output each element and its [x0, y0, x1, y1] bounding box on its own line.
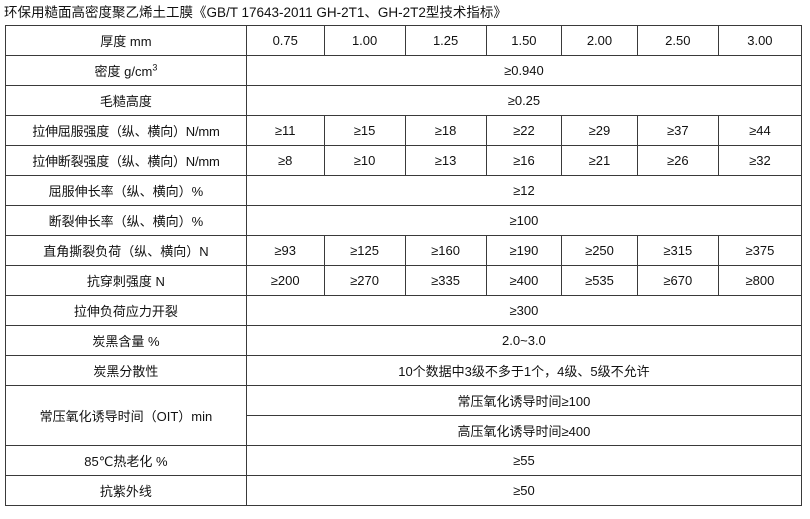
- tensile-break-value-6: ≥32: [717, 145, 803, 176]
- table-row-break-elongation: 断裂伸长率（纵、横向）% ≥100: [5, 205, 803, 236]
- row-label-tensile-break-strength: 拉伸断裂强度（纵、横向）N/mm: [5, 145, 247, 176]
- table-row-roughness: 毛糙高度 ≥0.25: [5, 85, 803, 116]
- tensile-break-value-3: ≥16: [485, 145, 563, 176]
- row-value-roughness: ≥0.25: [245, 85, 803, 116]
- table-row-tensile-yield-strength: 拉伸屈服强度（纵、横向）N/mm ≥11 ≥15 ≥18 ≥22 ≥29 ≥37…: [5, 115, 803, 146]
- puncture-value-5: ≥670: [636, 265, 719, 296]
- row-label-density: 密度 g/cm3: [5, 55, 247, 86]
- table-row-oit-normal-pressure: 常压氧化诱导时间（OIT）min 常压氧化诱导时间≥100: [5, 385, 803, 446]
- row-value-oit-high-pressure: 高压氧化诱导时间≥400: [245, 415, 803, 446]
- table-row-tensile-break-strength: 拉伸断裂强度（纵、横向）N/mm ≥8 ≥10 ≥13 ≥16 ≥21 ≥26 …: [5, 145, 803, 176]
- table-row-heat-aging: 85℃热老化 % ≥55: [5, 445, 803, 476]
- tensile-break-value-4: ≥21: [561, 145, 638, 176]
- thickness-value-5: 2.50: [636, 25, 719, 56]
- row-label-density-text: 密度 g/cm: [94, 64, 153, 79]
- row-label-heat-aging: 85℃热老化 %: [5, 445, 247, 476]
- row-label-break-elongation: 断裂伸长率（纵、横向）%: [5, 205, 247, 236]
- row-label-thickness: 厚度 mm: [5, 25, 247, 56]
- tear-load-value-1: ≥125: [323, 235, 406, 266]
- tensile-break-value-0: ≥8: [245, 145, 325, 176]
- tear-load-value-4: ≥250: [561, 235, 638, 266]
- tear-load-value-6: ≥375: [717, 235, 803, 266]
- puncture-value-2: ≥335: [404, 265, 487, 296]
- row-value-density: ≥0.940: [245, 55, 803, 86]
- row-value-oit-normal-pressure: 常压氧化诱导时间≥100: [245, 385, 803, 416]
- tensile-yield-value-2: ≥18: [404, 115, 487, 146]
- tensile-break-value-2: ≥13: [404, 145, 487, 176]
- table-row-thickness: 厚度 mm 0.75 1.00 1.25 1.50 2.00 2.50 3.00: [5, 25, 803, 56]
- thickness-value-0: 0.75: [245, 25, 325, 56]
- tensile-yield-value-3: ≥22: [485, 115, 563, 146]
- tear-load-value-0: ≥93: [245, 235, 325, 266]
- row-value-yield-elongation: ≥12: [245, 175, 803, 206]
- tear-load-value-2: ≥160: [404, 235, 487, 266]
- table-row-carbon-black-content: 炭黑含量 % 2.0~3.0: [5, 325, 803, 356]
- puncture-value-0: ≥200: [245, 265, 325, 296]
- tensile-yield-value-0: ≥11: [245, 115, 325, 146]
- thickness-value-2: 1.25: [404, 25, 487, 56]
- row-label-stress-crack: 拉伸负荷应力开裂: [5, 295, 247, 326]
- tensile-yield-value-6: ≥44: [717, 115, 803, 146]
- row-label-oit: 常压氧化诱导时间（OIT）min: [5, 385, 247, 446]
- row-label-roughness: 毛糙高度: [5, 85, 247, 116]
- puncture-value-4: ≥535: [561, 265, 638, 296]
- tensile-yield-value-5: ≥37: [636, 115, 719, 146]
- thickness-value-1: 1.00: [323, 25, 406, 56]
- spec-table: 厚度 mm 0.75 1.00 1.25 1.50 2.00 2.50 3.00…: [5, 25, 803, 506]
- row-label-density-superscript: 3: [152, 62, 158, 73]
- row-label-carbon-black-dispersion: 炭黑分散性: [5, 355, 247, 386]
- table-row-tear-load: 直角撕裂负荷（纵、横向）N ≥93 ≥125 ≥160 ≥190 ≥250 ≥3…: [5, 235, 803, 266]
- tensile-yield-value-1: ≥15: [323, 115, 406, 146]
- tear-load-value-3: ≥190: [485, 235, 563, 266]
- tensile-yield-value-4: ≥29: [561, 115, 638, 146]
- table-row-puncture-strength: 抗穿刺强度 N ≥200 ≥270 ≥335 ≥400 ≥535 ≥670 ≥8…: [5, 265, 803, 296]
- thickness-value-6: 3.00: [717, 25, 803, 56]
- row-value-break-elongation: ≥100: [245, 205, 803, 236]
- row-value-carbon-black-content: 2.0~3.0: [245, 325, 803, 356]
- thickness-value-3: 1.50: [485, 25, 563, 56]
- row-value-carbon-black-dispersion: 10个数据中3级不多于1个，4级、5级不允许: [245, 355, 803, 386]
- row-label-yield-elongation: 屈服伸长率（纵、横向）%: [5, 175, 247, 206]
- row-value-uv-resistance: ≥50: [245, 475, 803, 506]
- row-label-puncture-strength: 抗穿刺强度 N: [5, 265, 247, 296]
- table-row-stress-crack: 拉伸负荷应力开裂 ≥300: [5, 295, 803, 326]
- puncture-value-1: ≥270: [323, 265, 406, 296]
- thickness-value-4: 2.00: [561, 25, 638, 56]
- page-title: 环保用糙面高密度聚乙烯土工膜《GB/T 17643-2011 GH-2T1、GH…: [4, 5, 507, 20]
- spec-table-container: 厚度 mm 0.75 1.00 1.25 1.50 2.00 2.50 3.00…: [0, 25, 810, 506]
- tensile-break-value-5: ≥26: [636, 145, 719, 176]
- row-label-carbon-black-content: 炭黑含量 %: [5, 325, 247, 356]
- puncture-value-3: ≥400: [485, 265, 563, 296]
- row-value-heat-aging: ≥55: [245, 445, 803, 476]
- row-label-uv-resistance: 抗紫外线: [5, 475, 247, 506]
- row-label-tear-load: 直角撕裂负荷（纵、横向）N: [5, 235, 247, 266]
- row-value-stress-crack: ≥300: [245, 295, 803, 326]
- table-row-yield-elongation: 屈服伸长率（纵、横向）% ≥12: [5, 175, 803, 206]
- puncture-value-6: ≥800: [717, 265, 803, 296]
- table-row-carbon-black-dispersion: 炭黑分散性 10个数据中3级不多于1个，4级、5级不允许: [5, 355, 803, 386]
- tensile-break-value-1: ≥10: [323, 145, 406, 176]
- table-row-uv-resistance: 抗紫外线 ≥50: [5, 475, 803, 506]
- tear-load-value-5: ≥315: [636, 235, 719, 266]
- table-row-density: 密度 g/cm3 ≥0.940: [5, 55, 803, 86]
- table-row-oit-high-pressure: 高压氧化诱导时间≥400: [6, 415, 803, 446]
- row-label-tensile-yield-strength: 拉伸屈服强度（纵、横向）N/mm: [5, 115, 247, 146]
